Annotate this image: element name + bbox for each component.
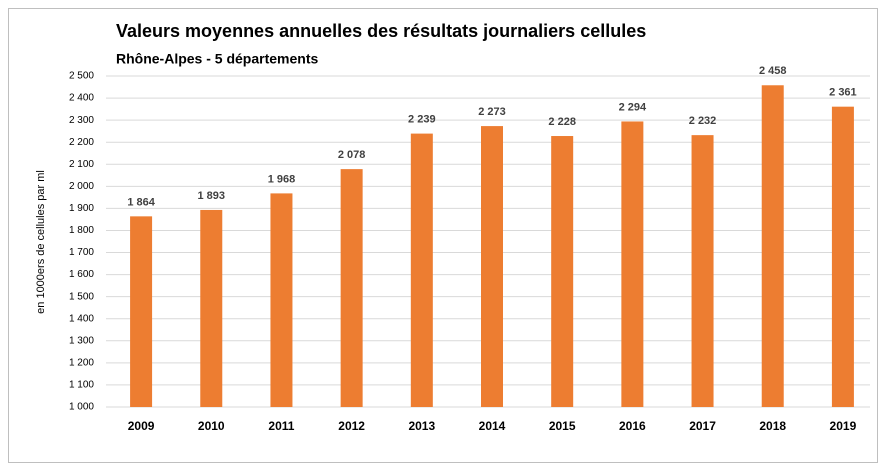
y-tick-label: 2 000 — [69, 181, 94, 192]
bar — [551, 136, 574, 407]
data-label: 2 232 — [689, 115, 717, 127]
bar — [481, 126, 503, 407]
data-label: 2 228 — [548, 116, 576, 128]
y-tick-label: 2 500 — [69, 71, 94, 82]
data-label: 2 361 — [829, 87, 857, 99]
x-tick-label: 2014 — [479, 419, 506, 433]
x-tick-label: 2013 — [408, 419, 435, 433]
y-tick-label: 1 800 — [69, 225, 94, 236]
x-tick-label: 2012 — [338, 419, 365, 433]
y-tick-label: 2 400 — [69, 93, 94, 104]
y-tick-label: 2 100 — [69, 159, 94, 170]
data-label: 2 458 — [759, 65, 787, 77]
data-label: 1 968 — [268, 173, 296, 185]
bar — [410, 133, 433, 407]
x-tick-label: 2017 — [689, 419, 716, 433]
y-tick-label: 1 500 — [69, 291, 94, 302]
bar — [761, 85, 784, 407]
x-tick-label: 2016 — [619, 419, 646, 433]
y-axis-label: en 1000ers de cellules par ml — [35, 170, 47, 314]
data-label: 2 273 — [478, 106, 506, 118]
data-label: 1 893 — [198, 190, 226, 202]
bar — [831, 106, 854, 407]
y-tick-label: 2 300 — [69, 115, 94, 126]
y-tick-label: 1 700 — [69, 247, 94, 258]
data-label: 2 078 — [338, 149, 366, 161]
y-tick-label: 1 000 — [69, 402, 94, 413]
x-tick-label: 2011 — [268, 419, 294, 433]
bar — [270, 193, 293, 407]
y-tick-label: 1 900 — [69, 203, 94, 214]
bar — [200, 209, 223, 407]
bar — [130, 216, 153, 407]
chart-frame — [8, 8, 878, 463]
x-tick-label: 2019 — [830, 419, 857, 433]
y-tick-label: 2 200 — [69, 137, 94, 148]
chart-title: Valeurs moyennes annuelles des résultats… — [116, 21, 646, 41]
bar — [691, 135, 714, 407]
data-label: 2 239 — [408, 114, 436, 126]
x-tick-label: 2010 — [198, 419, 225, 433]
bar — [621, 121, 644, 407]
x-tick-label: 2015 — [549, 419, 576, 433]
chart-subtitle: Rhône-Alpes - 5 départements — [116, 51, 318, 67]
data-label: 2 294 — [619, 101, 647, 113]
y-tick-label: 1 300 — [69, 335, 94, 346]
y-tick-label: 1 200 — [69, 358, 94, 369]
x-tick-label: 2009 — [128, 419, 155, 433]
y-tick-label: 1 100 — [69, 380, 94, 391]
data-label: 1 864 — [127, 196, 155, 208]
x-tick-label: 2018 — [759, 419, 786, 433]
y-tick-label: 1 400 — [69, 313, 94, 324]
bar — [340, 169, 363, 407]
y-tick-label: 1 600 — [69, 269, 94, 280]
